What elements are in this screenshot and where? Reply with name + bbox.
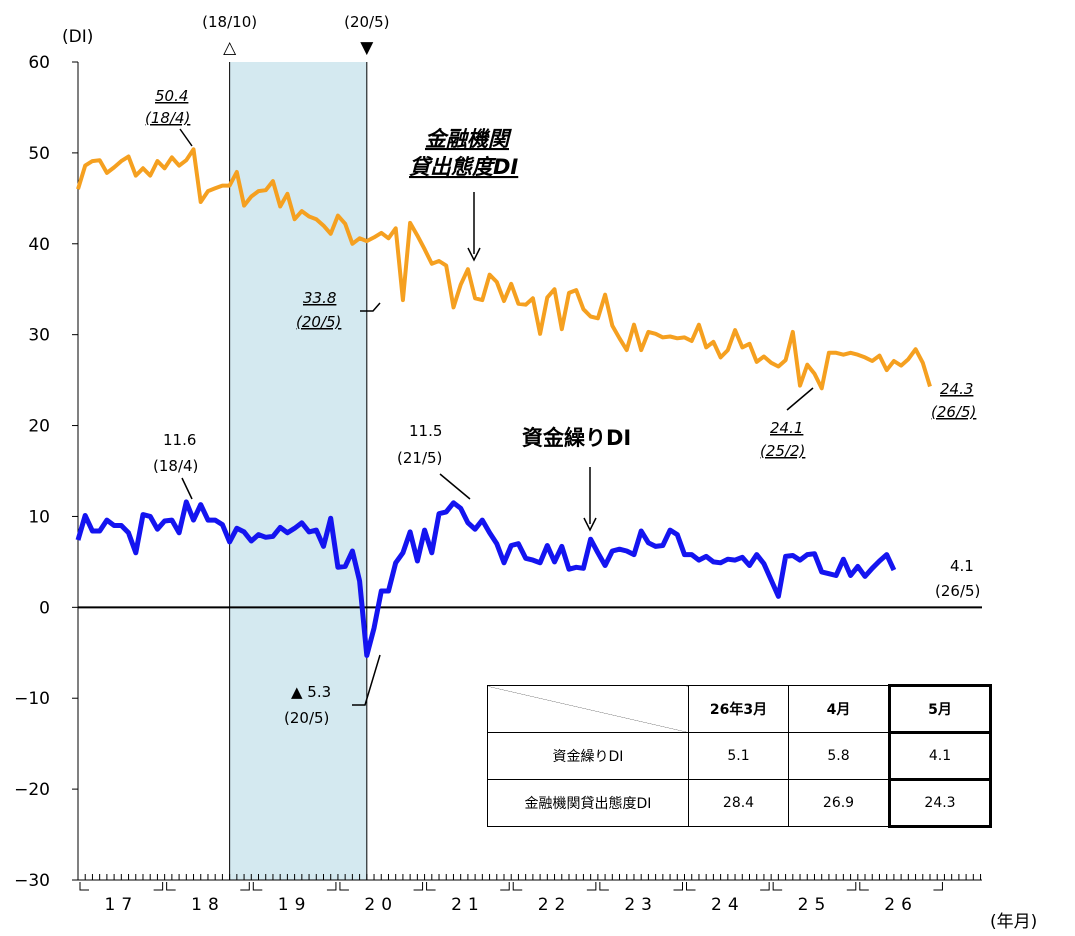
year-bracket-right bbox=[326, 882, 337, 891]
x-year-label: 26 bbox=[884, 895, 918, 915]
table-cell: 5.8 bbox=[788, 732, 890, 780]
series-title-kinyu-line2: 貸出態度DI bbox=[409, 155, 518, 179]
kinyu-min-leader bbox=[786, 387, 814, 411]
table-header-cell: 26年3月 bbox=[688, 685, 789, 733]
series-title-kinyu-line1: 金融機関 bbox=[425, 127, 512, 151]
x-year-label: 20 bbox=[364, 895, 398, 915]
year-bracket-left bbox=[79, 882, 89, 891]
table-cell: 4.1 bbox=[888, 731, 992, 781]
shikin-high-leader bbox=[439, 473, 471, 500]
x-year-label: 24 bbox=[711, 895, 745, 915]
table-corner-cell bbox=[487, 685, 689, 733]
shikin-peak-leader bbox=[181, 477, 193, 500]
y-tick-label: 0 bbox=[39, 598, 50, 618]
shikin-last-date: (26/5) bbox=[935, 582, 980, 600]
year-bracket-right bbox=[500, 882, 510, 891]
y-tick-label: 20 bbox=[28, 417, 50, 437]
year-bracket-left bbox=[686, 882, 696, 891]
shikin-pointer-head bbox=[583, 517, 597, 532]
kinyu-last-value: 24.3 bbox=[940, 380, 973, 398]
shade-region bbox=[229, 62, 367, 880]
y-tick-label: 60 bbox=[28, 53, 50, 73]
shikin-high-value: 11.5 bbox=[409, 422, 442, 440]
year-bracket-right bbox=[153, 882, 164, 891]
year-bracket-left bbox=[252, 882, 263, 891]
year-bracket-left bbox=[512, 882, 523, 891]
table-header-cell: 4月 bbox=[788, 685, 890, 733]
x-axis-unit: (年月) bbox=[990, 912, 1037, 932]
kinyu-peak-value: 50.4 bbox=[155, 87, 188, 105]
table-header-row: 26年3月 4月 5月 bbox=[487, 684, 992, 734]
y-axis: 60 50 40 30 20 10 0 −10 −20 −30 bbox=[14, 53, 79, 891]
year-bracket-right bbox=[240, 882, 250, 891]
kinyu-low-value: 33.8 bbox=[303, 289, 336, 307]
y-tick-label: 30 bbox=[28, 326, 50, 346]
shikin-min-value: ▲ 5.3 bbox=[291, 683, 331, 701]
series-title-shikin: 資金繰りDI bbox=[522, 426, 631, 450]
y-tick-label: 10 bbox=[28, 507, 50, 527]
year-bracket-left bbox=[166, 882, 176, 891]
kinyu-min-date: (25/2) bbox=[760, 442, 805, 460]
shade-end-marker: ▼ bbox=[360, 38, 374, 58]
y-tick-label: 50 bbox=[28, 144, 50, 164]
year-bracket-right bbox=[673, 882, 684, 891]
table-cell: 26.9 bbox=[788, 779, 890, 827]
kinyu-low-date: (20/5) bbox=[296, 313, 341, 331]
year-bracket-left bbox=[772, 882, 783, 891]
y-tick-label: −20 bbox=[14, 780, 50, 800]
y-tick-label: −30 bbox=[14, 871, 50, 891]
table-header-cell: 5月 bbox=[888, 684, 992, 734]
year-bracket-left bbox=[859, 882, 869, 891]
year-bracket-right bbox=[846, 882, 857, 891]
year-bracket-left bbox=[426, 882, 436, 891]
y-tick-label: −10 bbox=[14, 689, 50, 709]
table-cell: 28.4 bbox=[688, 779, 789, 827]
table-cell: 5.1 bbox=[688, 732, 789, 780]
kinyu-peak-leader bbox=[179, 128, 193, 147]
x-year-label: 23 bbox=[624, 895, 658, 915]
x-year-label: 25 bbox=[798, 895, 832, 915]
table-cell: 24.3 bbox=[888, 778, 992, 828]
x-year-label: 22 bbox=[538, 895, 572, 915]
x-year-label: 18 bbox=[191, 895, 225, 915]
table-row-label: 金融機関貸出態度DI bbox=[487, 779, 689, 827]
shikin-min-date: (20/5) bbox=[284, 709, 329, 727]
series-line-kinyu bbox=[76, 147, 932, 391]
shikin-peak-value: 11.6 bbox=[163, 431, 196, 449]
shade-start-marker: △ bbox=[223, 38, 237, 58]
x-year-label: 21 bbox=[451, 895, 485, 915]
shikin-high-date: (21/5) bbox=[397, 449, 442, 467]
y-tick-label: 40 bbox=[28, 235, 50, 255]
table-row-label: 資金繰りDI bbox=[487, 732, 689, 780]
year-bracket-right bbox=[586, 882, 597, 891]
kinyu-low-leader bbox=[360, 302, 381, 312]
kinyu-pointer-head bbox=[467, 247, 481, 262]
x-year-label: 19 bbox=[278, 895, 312, 915]
x-axis: 17 18 19 20 21 22 23 24 25 26 bbox=[77, 874, 982, 915]
shikin-min-leader bbox=[352, 654, 381, 706]
year-bracket-left bbox=[599, 882, 609, 891]
series-line-shikin bbox=[75, 499, 897, 658]
summary-table: 26年3月 4月 5月 資金繰りDI 5.1 5.8 4.1 金融機関貸出態度D… bbox=[487, 684, 992, 828]
year-bracket-right bbox=[413, 882, 424, 891]
shade-end-date: (20/5) bbox=[344, 13, 389, 31]
kinyu-peak-date: (18/4) bbox=[145, 109, 190, 127]
shade-start-date: (18/10) bbox=[202, 13, 257, 31]
table-row: 資金繰りDI 5.1 5.8 4.1 bbox=[487, 731, 992, 781]
kinyu-min-value: 24.1 bbox=[770, 419, 803, 437]
year-bracket-right bbox=[760, 882, 770, 891]
year-bracket-right bbox=[933, 882, 943, 891]
y-axis-unit: (DI) bbox=[62, 27, 93, 47]
shikin-last-value: 4.1 bbox=[950, 557, 974, 575]
table-row: 金融機関貸出態度DI 28.4 26.9 24.3 bbox=[487, 778, 992, 828]
kinyu-last-date: (26/5) bbox=[931, 403, 976, 421]
shikin-peak-date: (18/4) bbox=[153, 457, 198, 475]
x-year-label: 17 bbox=[105, 895, 139, 915]
year-bracket-left bbox=[339, 882, 349, 891]
